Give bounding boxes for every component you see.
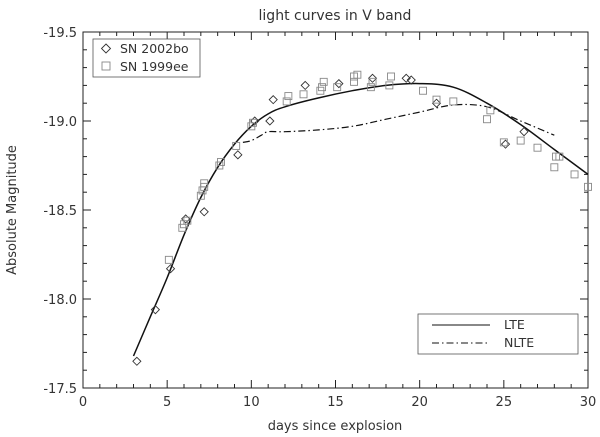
x-tick-label: 20: [411, 395, 428, 410]
x-tick-label: 0: [79, 395, 87, 410]
point-sn-1999ee: [449, 97, 458, 106]
x-axis-title: days since explosion: [268, 419, 403, 434]
y-tick-label: -18.0: [43, 293, 77, 308]
point-sn-1999ee: [164, 255, 173, 264]
chart-title: light curves in V band: [259, 8, 412, 24]
point-sn-2002bo: [132, 356, 142, 366]
x-tick-label: 25: [496, 395, 513, 410]
legend-models: LTE NLTE: [417, 313, 579, 355]
point-sn-1999ee: [232, 141, 241, 150]
point-sn-1999ee: [319, 77, 328, 86]
legend-label-lte: LTE: [504, 317, 525, 332]
point-sn-2002bo: [300, 80, 310, 91]
axis-tick-labels: 0 5 10 15 20 25 30 -17.5 -18.0 -18.5 -19.0 -19.5: [43, 26, 596, 410]
point-sn-1999ee: [353, 70, 362, 79]
point-sn-1999ee: [284, 92, 293, 101]
legend-label-sn1999ee: SN 1999ee: [120, 59, 189, 74]
point-sn-1999ee: [486, 106, 495, 115]
point-sn-1999ee: [200, 179, 209, 188]
point-sn-1999ee: [533, 143, 542, 152]
y-tick-label: -19.0: [43, 115, 77, 130]
point-sn-1999ee: [282, 97, 291, 106]
point-sn-2002bo: [265, 116, 275, 126]
point-sn-2002bo: [519, 127, 529, 137]
legend-observations-box: [92, 38, 201, 78]
point-sn-2002bo: [431, 98, 442, 108]
point-sn-2002bo: [199, 207, 209, 217]
observed-points: [132, 70, 592, 366]
point-sn-2002bo: [268, 95, 278, 105]
point-sn-1999ee: [368, 77, 377, 86]
point-sn-2002bo: [181, 214, 191, 224]
point-sn-1999ee: [419, 86, 427, 95]
point-sn-1999ee: [584, 182, 592, 191]
point-sn-2002bo: [406, 75, 416, 85]
point-sn-1999ee: [196, 191, 205, 200]
point-sn-1999ee: [516, 136, 525, 145]
point-sn-2002bo: [150, 305, 161, 315]
legend-label-nlte: NLTE: [504, 335, 534, 350]
legend-observations: SN 2002bo SN 1999ee: [92, 38, 201, 78]
curve-lte: [132, 82, 589, 357]
y-tick-label: -18.5: [43, 204, 77, 219]
point-sn-2002bo: [165, 264, 176, 274]
point-sn-1999ee: [249, 118, 257, 127]
point-sn-2002bo: [334, 78, 344, 89]
y-tick-label: -19.5: [43, 26, 77, 41]
point-sn-1999ee: [385, 81, 394, 90]
point-sn-1999ee: [183, 216, 192, 225]
point-sn-1999ee: [318, 83, 326, 92]
point-sn-2002bo: [401, 73, 411, 83]
point-sn-1999ee: [555, 152, 564, 161]
x-tick-label: 30: [580, 395, 597, 410]
point-sn-1999ee: [550, 163, 559, 172]
point-sn-1999ee: [483, 115, 491, 124]
legend-square-marker: [101, 61, 111, 71]
x-tick-label: 15: [327, 395, 344, 410]
point-sn-2002bo: [233, 150, 243, 160]
point-sn-1999ee: [333, 83, 342, 92]
x-tick-label: 10: [243, 395, 260, 410]
point-sn-1999ee: [499, 138, 508, 147]
y-tick-label: -17.5: [43, 382, 77, 397]
point-sn-1999ee: [350, 77, 358, 86]
legend-label-sn2002bo: SN 2002bo: [120, 41, 189, 56]
point-sn-1999ee: [387, 72, 395, 81]
point-sn-1999ee: [217, 157, 225, 166]
point-sn-1999ee: [432, 95, 441, 104]
legend-diamond-marker: [100, 43, 112, 54]
y-axis-title: Absolute Magnitude: [5, 145, 20, 275]
point-sn-2002bo: [500, 139, 511, 149]
point-sn-1999ee: [366, 83, 375, 92]
legend-models-box: [417, 313, 579, 355]
point-sn-1999ee: [570, 170, 579, 179]
point-sn-2002bo: [367, 73, 378, 83]
curve-nlte: [242, 103, 555, 143]
x-tick-label: 5: [163, 395, 171, 410]
point-sn-1999ee: [299, 90, 308, 99]
